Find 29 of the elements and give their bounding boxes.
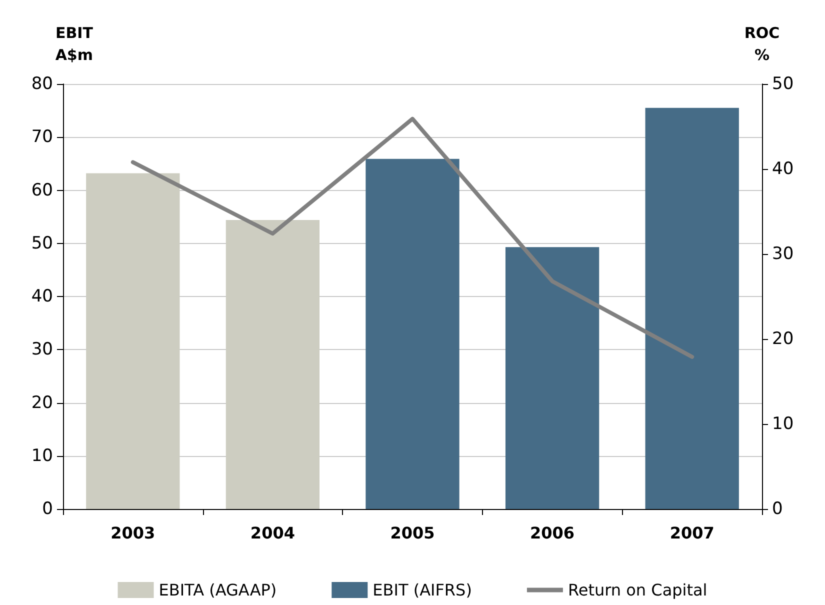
- y-tick-label: 40: [31, 286, 53, 306]
- legend-label: EBIT (AIFRS): [372, 580, 472, 600]
- x-tick-label: 2005: [390, 524, 435, 542]
- line-series: [130, 116, 694, 359]
- bar: [645, 108, 739, 509]
- legend-label: EBITA (AGAAP): [158, 580, 277, 600]
- y2-axis-title: ROC %: [744, 24, 780, 64]
- y2-tick-label: 30: [772, 244, 794, 264]
- bar: [366, 158, 460, 509]
- y2-tick-label: 20: [772, 329, 794, 349]
- bar: [505, 247, 600, 509]
- y-axis-title: EBIT A$m: [55, 24, 94, 64]
- x-tick-label: 2007: [670, 524, 714, 542]
- legend-label: Return on Capital: [568, 580, 708, 600]
- y2-tick-label: 50: [772, 74, 794, 94]
- y2-tick-label: 0: [772, 499, 783, 519]
- y-tick-label: 70: [31, 127, 53, 148]
- y-tick-label: 0: [42, 499, 53, 519]
- y-tick-label: 10: [31, 446, 53, 466]
- y-tick-label: 80: [31, 74, 53, 94]
- y-tick-label: 20: [31, 392, 53, 413]
- y2-tick-label: 10: [772, 414, 794, 434]
- y-tick-label: 50: [31, 233, 53, 254]
- x-tick-label: 2004: [250, 524, 295, 542]
- x-tick-label: 2006: [530, 524, 575, 542]
- x-tick-label: 2003: [110, 524, 156, 542]
- y2-tick-label: 40: [772, 159, 794, 179]
- y-tick-label: 30: [31, 340, 53, 360]
- y-tick-label: 60: [31, 180, 53, 200]
